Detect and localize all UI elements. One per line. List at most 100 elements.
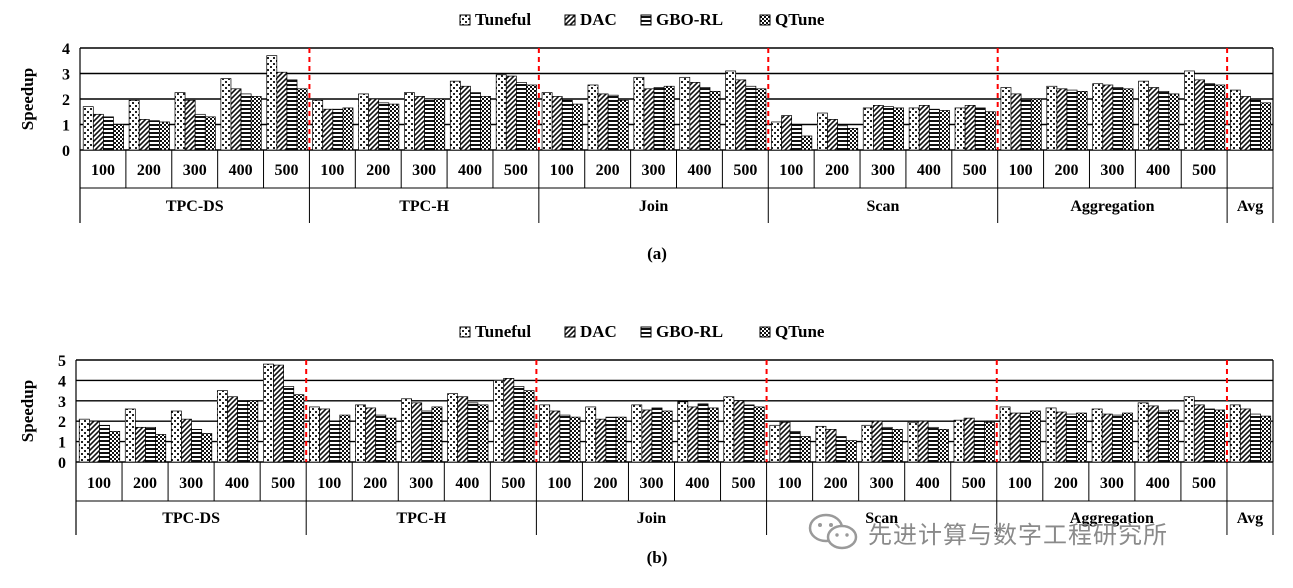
bar	[358, 93, 369, 151]
y-tick-label: 4	[62, 41, 70, 58]
legend-label: QTune	[775, 10, 825, 29]
y-axis-label: Speedup	[18, 380, 37, 442]
bar	[1168, 93, 1180, 151]
bar	[984, 111, 996, 151]
bar	[1194, 79, 1205, 151]
bar	[835, 436, 847, 463]
bar	[817, 112, 828, 151]
y-tick-label: 2	[62, 92, 70, 109]
bar	[928, 108, 940, 151]
bar	[276, 71, 288, 151]
bar	[342, 107, 354, 151]
bar	[1239, 408, 1251, 463]
bar	[1183, 396, 1195, 463]
bar	[526, 84, 537, 151]
bar	[643, 88, 655, 151]
bar	[513, 386, 525, 463]
bar	[709, 90, 721, 151]
y-tick-label: 1	[58, 435, 66, 452]
x-tick-label: 300	[412, 162, 436, 179]
x-tick-label: 300	[870, 475, 894, 492]
bar	[128, 99, 140, 151]
bar	[1010, 93, 1022, 151]
bar	[1030, 410, 1041, 463]
group-label: TPC-DS	[162, 510, 220, 527]
group-label: Join	[637, 510, 666, 527]
legend-label: QTune	[775, 322, 825, 341]
x-tick-label: 200	[366, 162, 390, 179]
bar	[871, 420, 883, 463]
x-tick-label: 400	[455, 475, 479, 492]
bar	[375, 414, 387, 463]
bar	[503, 378, 515, 463]
x-tick-label: 400	[687, 162, 711, 179]
bar	[1260, 102, 1272, 151]
bar	[1009, 412, 1021, 463]
x-tick-label: 400	[917, 162, 941, 179]
bar	[170, 410, 182, 463]
x-tick-label: 300	[183, 162, 207, 179]
bar	[551, 96, 563, 151]
bar	[368, 98, 380, 151]
bar	[477, 404, 489, 463]
bar	[493, 380, 505, 463]
bar	[847, 127, 859, 151]
x-tick-label: 400	[686, 475, 710, 492]
bar	[617, 99, 629, 151]
x-tick-label: 500	[271, 475, 295, 492]
bar	[939, 110, 950, 151]
bar	[1091, 408, 1103, 463]
bar	[1148, 87, 1160, 151]
bar	[237, 400, 249, 463]
bar	[1046, 85, 1058, 151]
bar	[799, 436, 811, 463]
bar	[1158, 90, 1170, 151]
bar	[651, 407, 663, 463]
group-label: Avg	[1237, 198, 1263, 215]
x-tick-label: 200	[824, 475, 848, 492]
bar	[779, 421, 791, 463]
wechat-logo-icon	[808, 513, 858, 550]
group-label: TPC-DS	[166, 198, 224, 215]
bar	[937, 429, 949, 463]
bar	[615, 416, 627, 463]
bar	[1214, 409, 1226, 463]
bar	[1111, 414, 1123, 463]
bar	[1076, 412, 1087, 463]
bar	[973, 420, 985, 463]
bar	[827, 119, 838, 151]
bar	[907, 421, 919, 463]
x-tick-label: 300	[642, 162, 666, 179]
bar	[861, 424, 873, 463]
x-tick-label: 200	[133, 475, 157, 492]
bar	[184, 99, 196, 151]
bar	[109, 431, 121, 463]
bar	[1056, 88, 1068, 151]
bar	[263, 363, 274, 463]
bar	[595, 418, 607, 463]
bar	[329, 420, 341, 463]
bar	[460, 85, 471, 151]
x-tick-label: 100	[779, 162, 803, 179]
bar	[872, 105, 884, 151]
group-label: Aggregation	[1070, 198, 1154, 215]
x-tick-label: 100	[778, 475, 802, 492]
bar	[312, 99, 324, 151]
bar	[283, 386, 295, 463]
bar	[92, 113, 104, 151]
bar	[927, 426, 939, 463]
x-tick-label: 200	[596, 162, 620, 179]
bar	[1102, 84, 1114, 151]
bar	[457, 396, 469, 463]
bar	[1204, 408, 1215, 463]
y-tick-label: 0	[58, 455, 66, 472]
bar	[1240, 96, 1251, 151]
y-tick-label: 5	[58, 353, 66, 370]
bar	[1168, 409, 1179, 463]
bar	[1158, 410, 1169, 463]
bar	[1193, 404, 1205, 463]
bar	[539, 404, 551, 463]
bar	[401, 398, 412, 463]
bar	[103, 116, 114, 151]
